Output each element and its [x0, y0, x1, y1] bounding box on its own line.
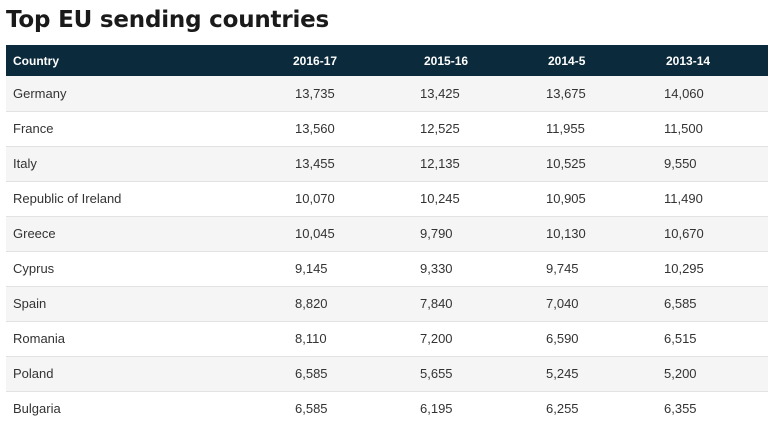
cell-value: 9,745: [546, 261, 579, 276]
cell-value: 7,200: [420, 331, 453, 346]
table-row: Germany 13,735 13,425 13,675 14,060: [6, 76, 768, 111]
table-row: Cyprus 9,145 9,330 9,745 10,295: [6, 251, 768, 286]
table-row: Romania 8,110 7,200 6,590 6,515: [6, 321, 768, 356]
page-title: Top EU sending countries: [6, 7, 330, 33]
cell-value: 10,295: [664, 261, 704, 276]
cell-value: 6,585: [295, 401, 328, 417]
cell-value: 13,560: [295, 121, 335, 136]
cell-value: 6,195: [420, 401, 453, 417]
cell-country: Romania: [13, 331, 66, 346]
cell-value: 13,425: [420, 85, 460, 101]
cell-value: 11,500: [664, 121, 703, 136]
cell-value: 6,255: [546, 401, 579, 417]
column-header-2015-16[interactable]: 2015-16: [424, 53, 469, 68]
cell-value: 5,245: [546, 366, 579, 381]
cell-value: 8,110: [295, 331, 327, 346]
cell-value: 10,905: [546, 191, 586, 206]
cell-value: 12,525: [420, 121, 460, 136]
cell-value: 11,955: [546, 121, 585, 136]
cell-value: 6,585: [664, 296, 697, 311]
cell-value: 5,655: [420, 366, 453, 381]
table-row: France 13,560 12,525 11,955 11,500: [6, 111, 768, 146]
cell-value: 10,130: [546, 226, 586, 241]
table-row: Italy 13,455 12,135 10,525 9,550: [6, 146, 768, 181]
column-header-2014-5[interactable]: 2014-5: [548, 53, 586, 68]
cell-value: 9,145: [295, 261, 328, 276]
cell-value: 6,585: [295, 366, 328, 381]
table-header: Country 2016-17 2015-16 2014-5 2013-14: [6, 45, 768, 76]
table-row: Republic of Ireland 10,070 10,245 10,905…: [6, 181, 768, 216]
cell-value: 13,735: [295, 85, 335, 101]
cell-value: 11,490: [664, 191, 703, 206]
cell-value: 13,675: [546, 85, 586, 101]
cell-value: 10,070: [295, 191, 335, 206]
cell-value: 10,670: [664, 226, 704, 241]
table-row: Spain 8,820 7,840 7,040 6,585: [6, 286, 768, 321]
cell-value: 5,200: [664, 366, 697, 381]
cell-country: Bulgaria: [13, 401, 61, 417]
cell-country: Republic of Ireland: [13, 191, 122, 206]
cell-country: Poland: [13, 366, 54, 381]
table-row: Greece 10,045 9,790 10,130 10,670: [6, 216, 768, 251]
cell-value: 6,355: [664, 401, 697, 417]
cell-value: 8,820: [295, 296, 328, 311]
cell-country: Greece: [13, 226, 56, 241]
cell-value: 13,455: [295, 156, 335, 171]
cell-value: 10,245: [420, 191, 460, 206]
cell-value: 10,525: [546, 156, 586, 171]
cell-value: 9,790: [420, 226, 453, 241]
column-header-country[interactable]: Country: [13, 53, 59, 68]
table-body: Germany 13,735 13,425 13,675 14,060 Fran…: [6, 76, 768, 426]
cell-value: 6,590: [546, 331, 579, 346]
cell-value: 14,060: [664, 85, 704, 101]
cell-country: France: [13, 121, 54, 136]
cell-value: 10,045: [295, 226, 335, 241]
column-header-2016-17[interactable]: 2016-17: [293, 53, 338, 68]
cell-value: 7,040: [546, 296, 579, 311]
cell-value: 9,330: [420, 261, 453, 276]
cell-value: 9,550: [664, 156, 697, 171]
table-row: Bulgaria 6,585 6,195 6,255 6,355: [6, 391, 768, 426]
table-row: Poland 6,585 5,655 5,245 5,200: [6, 356, 768, 391]
cell-country: Cyprus: [13, 261, 55, 276]
header-row: Country 2016-17 2015-16 2014-5 2013-14: [6, 45, 768, 76]
column-header-2013-14[interactable]: 2013-14: [666, 53, 711, 68]
cell-country: Spain: [13, 296, 47, 311]
cell-value: 7,840: [420, 296, 453, 311]
cell-country: Germany: [13, 85, 67, 101]
cell-country: Italy: [13, 156, 37, 171]
cell-value: 6,515: [664, 331, 697, 346]
cell-value: 12,135: [420, 156, 460, 171]
data-table: Country 2016-17 2015-16 2014-5 2013-14 G…: [6, 45, 768, 426]
